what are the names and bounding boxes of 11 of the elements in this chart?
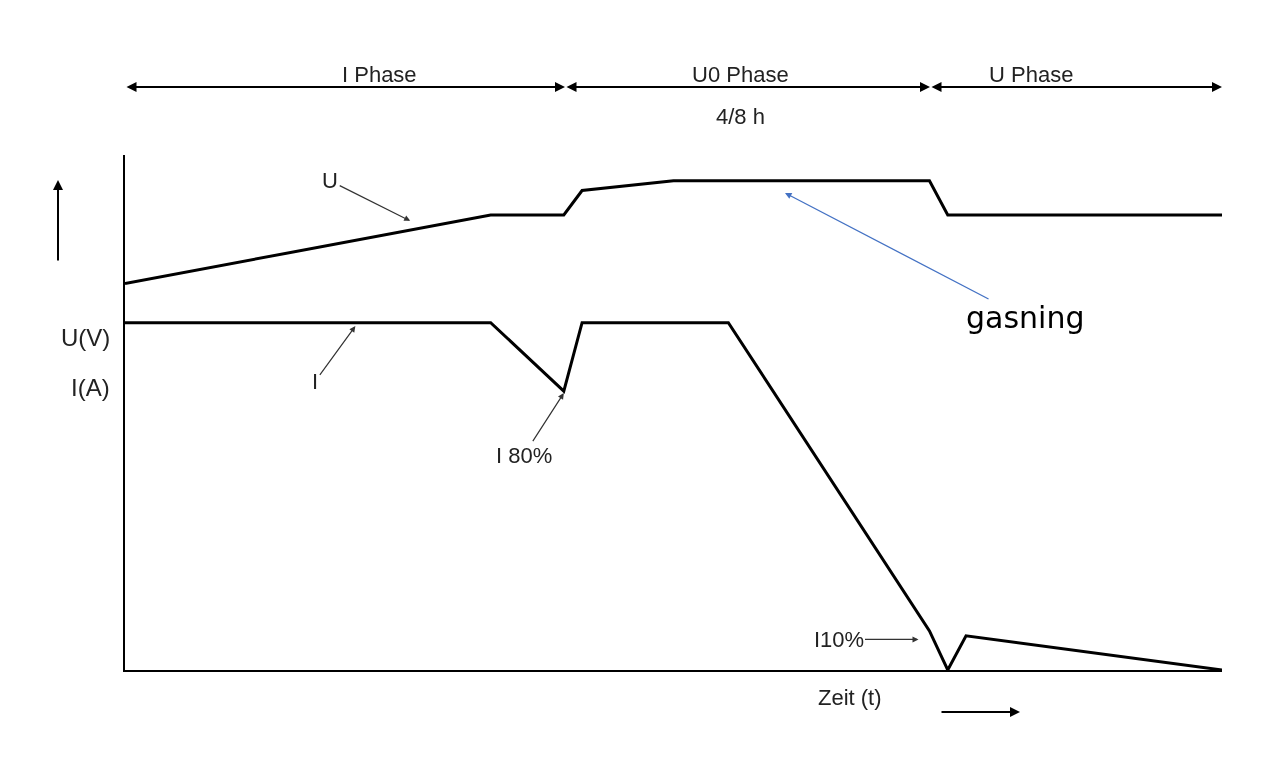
- text: I: [312, 369, 319, 394]
- text: I Phase: [342, 62, 417, 87]
- text: U0 Phase: [692, 62, 789, 87]
- text: U: [322, 168, 338, 193]
- text: 4/8 h: [716, 104, 765, 129]
- text: U Phase: [989, 62, 1074, 87]
- annotation: I 80%: [496, 443, 553, 468]
- y-axis-title: U(V) I(A): [61, 324, 111, 401]
- x-axis-title: Zeit (t): [818, 685, 882, 710]
- annotation: I10%: [814, 627, 865, 652]
- annotation: gasning: [966, 300, 1085, 335]
